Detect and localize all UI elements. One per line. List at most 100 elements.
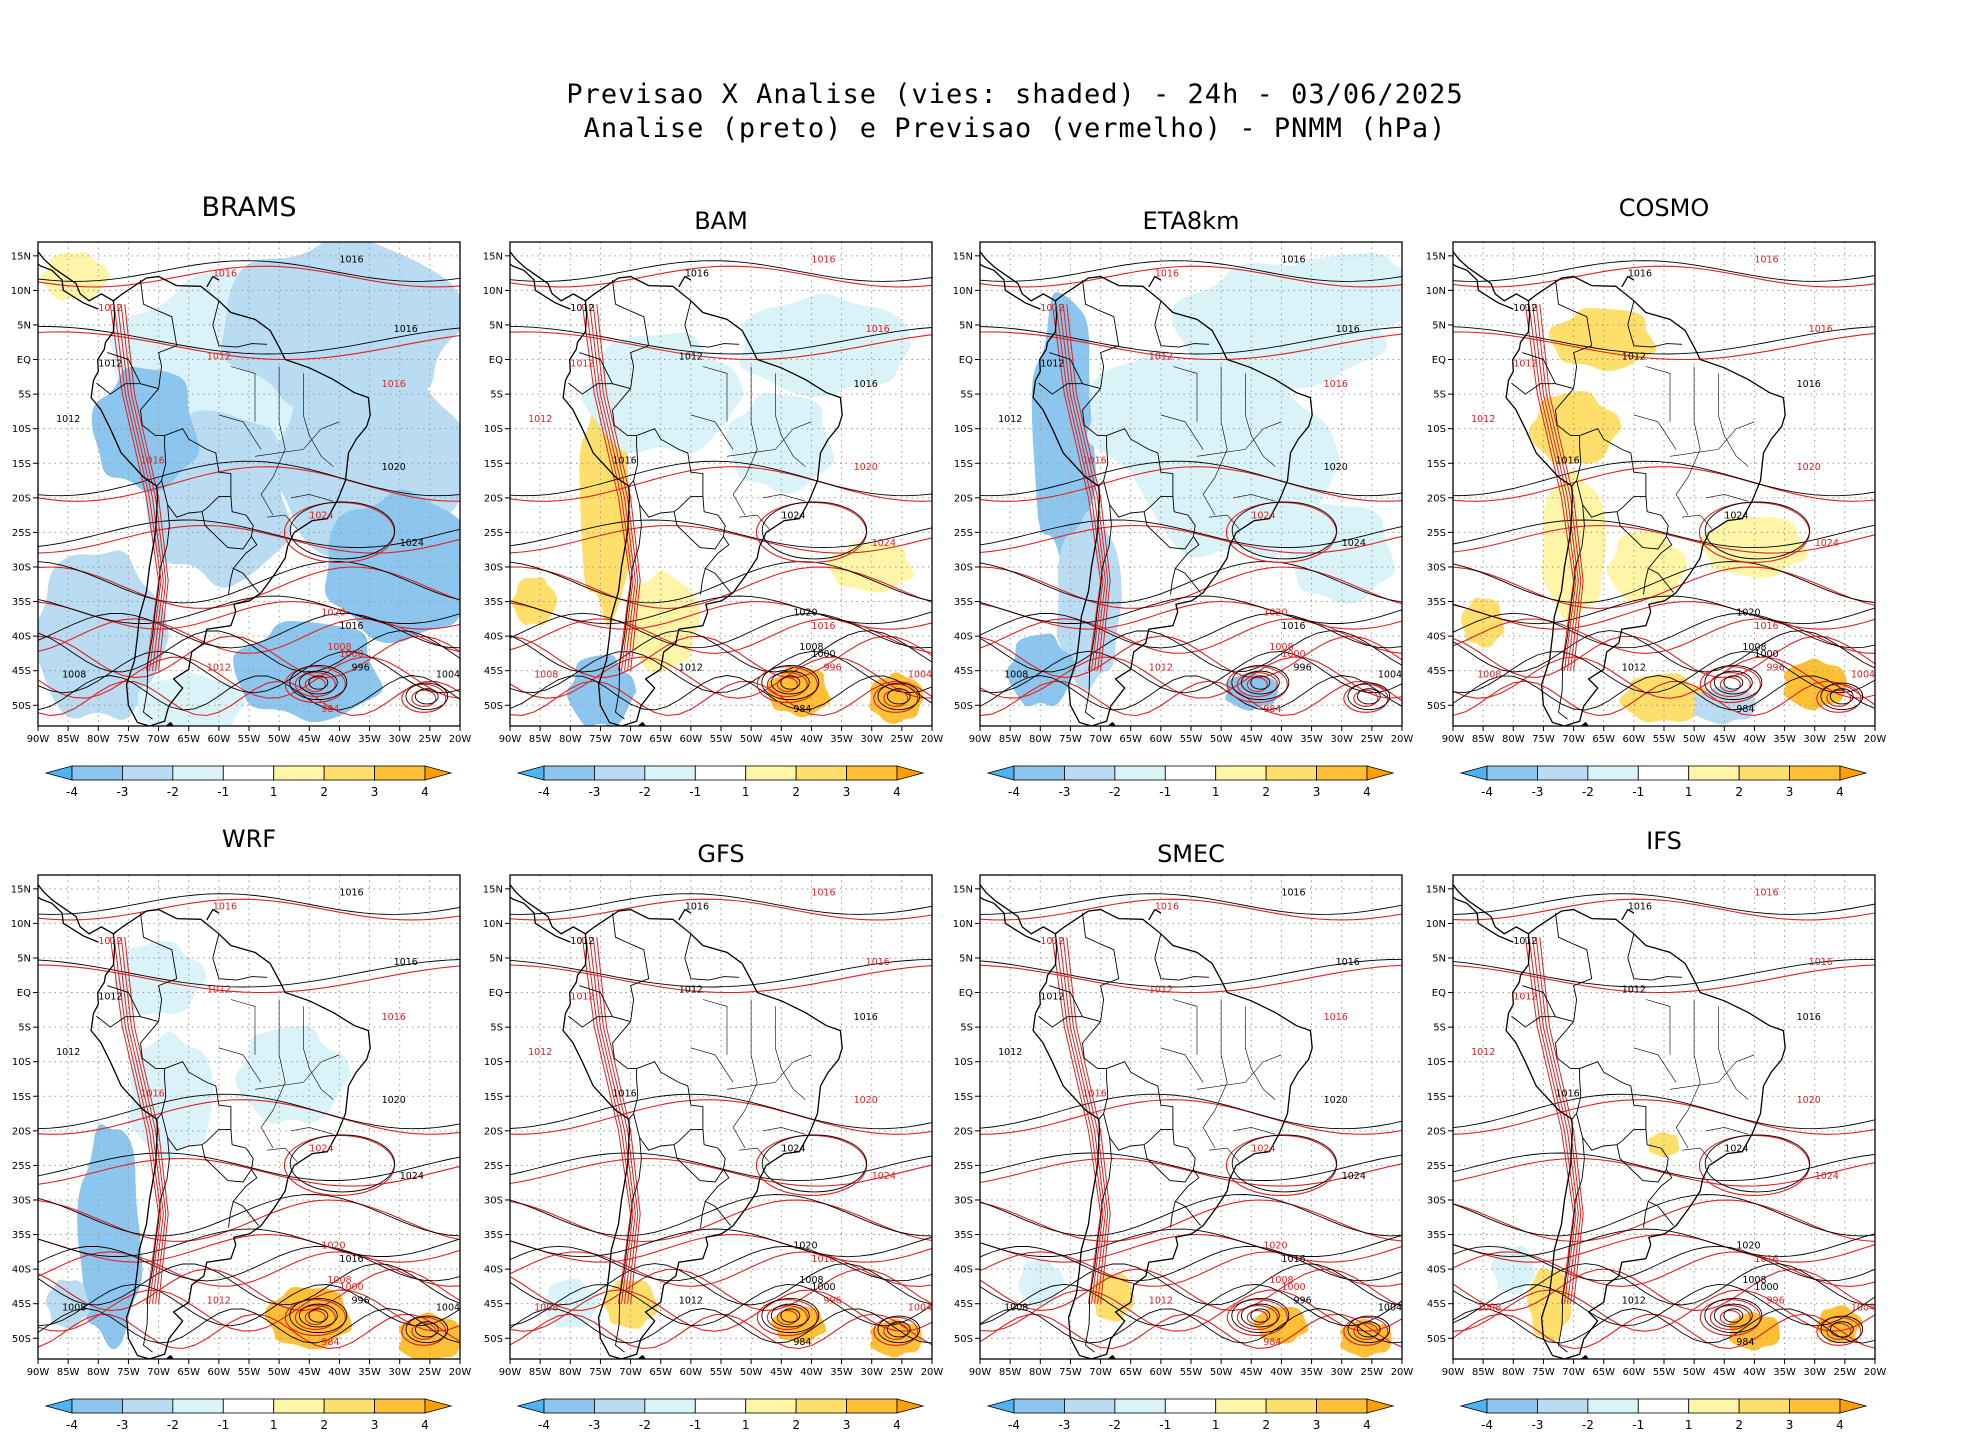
lat-tick-label: 15S	[12, 1092, 31, 1103]
andes-contour	[1066, 937, 1111, 1304]
isobar-label: 1016	[854, 379, 878, 390]
isobar-labels: 1016 1016 1012 1016 1012 1012 1016 1012 1016 1020…	[56, 255, 460, 715]
colorbar-segment	[71, 765, 123, 781]
analysis-low-contour	[1356, 1321, 1381, 1338]
lon-tick-label: 40W	[328, 1367, 351, 1378]
lon-tick-label: 60W	[1150, 734, 1173, 745]
lon-tick-label: 40W	[1743, 734, 1766, 745]
lat-tick-label: 5N	[959, 953, 973, 964]
forecast-low-contour	[1816, 683, 1862, 713]
lon-tick-label: 55W	[1180, 734, 1203, 745]
analysis-isobars	[1453, 893, 1875, 1344]
forecast-low-contour	[766, 671, 808, 698]
lon-tick-label: 75W	[117, 1367, 140, 1378]
bias-shade	[235, 1025, 352, 1124]
colorbar: -4 -3 -2 -1 1 2 3 4	[516, 1398, 925, 1432]
isobar-label: 1008	[62, 1303, 86, 1314]
colorbar: -4 -3 -2 -1 1 2 3 4	[516, 765, 925, 799]
analysis-low-contour	[308, 1308, 329, 1323]
lat-tick-label: 10S	[484, 1057, 503, 1068]
lon-tick-label: 80W	[1029, 1367, 1052, 1378]
isobar-labels: 1016 1016 1012 1016 1012 1012 1016 1012 1016 1020…	[1471, 888, 1875, 1348]
isobar-label: 1012	[570, 936, 594, 947]
bias-shade	[324, 489, 460, 644]
isobar-label: 1016	[1155, 269, 1179, 280]
isobar-label: 1016	[612, 455, 636, 466]
forecast-low-contour	[1709, 671, 1751, 698]
lon-tick-label: 90W	[499, 1367, 522, 1378]
colorbar-segment	[1366, 1398, 1395, 1414]
isobar-label: 1016	[1809, 957, 1833, 968]
lat-tick-label: 20S	[12, 493, 31, 504]
analysis-low-contour	[1250, 675, 1271, 690]
lat-tick-label: 45S	[12, 1299, 31, 1310]
borders	[568, 912, 812, 1353]
isobar-label: 984	[1263, 1337, 1281, 1348]
colorbar: -4 -3 -2 -1 1 2 3 4	[44, 765, 453, 799]
map-content: 1016 1016 1012 1016 1012 1012 1016 1012 1016 1020…	[980, 875, 1402, 1359]
analysis-isobars	[510, 260, 932, 711]
lon-tick-label: 85W	[999, 734, 1022, 745]
tierra-del-fuego	[165, 722, 174, 726]
lon-tick-label: 40W	[1270, 1367, 1293, 1378]
analysis-low-contour	[1704, 501, 1811, 560]
colorbar-segment	[986, 1398, 1015, 1414]
lat-tick-label: 45S	[954, 666, 973, 677]
lat-tick-label: 10N	[953, 919, 973, 930]
isobar-label: 1016	[811, 621, 835, 632]
colorbar-label: 4	[421, 785, 429, 799]
analysis-low-contour	[1723, 675, 1744, 690]
lat-tick-label: 40S	[1427, 632, 1446, 643]
isobar-label: 984	[793, 704, 811, 715]
map-content: 1016 1016 1012 1016 1012 1012 1016 1012 1016 1020…	[1453, 875, 1875, 1359]
tierra-del-fuego	[637, 1355, 646, 1359]
colorbar-segment	[1688, 765, 1740, 781]
lon-tick-label: 60W	[1623, 1367, 1646, 1378]
colorbar-label: 3	[371, 1418, 379, 1432]
forecast-low-contour	[873, 1316, 919, 1346]
andes-contour	[1062, 937, 1109, 1304]
isobar-label: 1000	[1754, 1282, 1778, 1293]
colorbar-segment	[172, 765, 224, 781]
lon-tick-label: 80W	[1502, 734, 1525, 745]
colorbar-segment	[795, 765, 847, 781]
analysis-low-contour	[1356, 688, 1381, 705]
lon-tick-label: 25W	[1361, 734, 1384, 745]
isobar-labels: 1016 1016 1012 1016 1012 1012 1016 1012 1016 1020…	[998, 888, 1402, 1348]
isobar-label: 1016	[1082, 1088, 1106, 1099]
lon-tick-label: 50W	[740, 734, 763, 745]
lat-tick-label: 50S	[12, 1334, 31, 1345]
isobar-label: 996	[823, 1296, 841, 1307]
lat-tick-label: 15N	[1426, 251, 1446, 262]
isobar-label: 984	[321, 704, 339, 715]
colorbar: -4 -3 -2 -1 1 2 3 4	[986, 765, 1395, 799]
isobar-label: 1008	[62, 670, 86, 681]
axes: 15N 10N 5N EQ 5S 10S 15S 20S 25S 30S 35S 40S 45S 50S 9…	[483, 251, 944, 745]
isobar-label: 1012	[56, 1047, 80, 1058]
lat-tick-label: 45S	[484, 1299, 503, 1310]
isobar-label: 1004	[1851, 670, 1875, 681]
colorbar-segment	[1265, 1398, 1317, 1414]
analysis-low-contour	[1723, 1308, 1744, 1323]
isobar-label: 1012	[98, 936, 122, 947]
borders	[96, 912, 340, 1353]
lon-tick-label: 85W	[1472, 1367, 1495, 1378]
tierra-del-fuego	[1107, 1355, 1116, 1359]
lat-tick-label: 20S	[484, 1126, 503, 1137]
colorbar-label: -3	[1058, 785, 1070, 799]
isobar-label: 1004	[1378, 1303, 1402, 1314]
andes-contour	[113, 304, 162, 671]
colorbar-segment	[1164, 765, 1217, 781]
colorbar-label: 3	[843, 1418, 851, 1432]
borders	[96, 279, 340, 720]
axes: 15N 10N 5N EQ 5S 10S 15S 20S 25S 30S 35S 40S 45S 50S 9…	[1426, 884, 1887, 1378]
colorbar-label: -4	[538, 785, 550, 799]
colorbar-segment	[986, 765, 1015, 781]
lon-tick-label: 90W	[1442, 1367, 1465, 1378]
isobar-label: 996	[1293, 1296, 1311, 1307]
analysis-isobars	[510, 893, 932, 1344]
colorbar-label: 3	[1786, 1418, 1794, 1432]
isobar-label: 1000	[811, 649, 835, 660]
isobar-label: 1008	[1269, 1275, 1293, 1286]
isobar-label: 1016	[394, 324, 418, 335]
